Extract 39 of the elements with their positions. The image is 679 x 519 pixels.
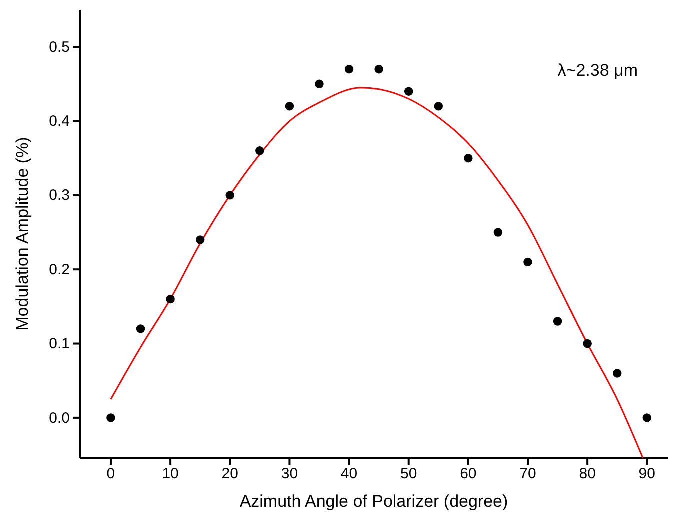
x-tick-label: 10 (162, 466, 179, 483)
point (285, 102, 294, 111)
point (166, 294, 175, 304)
y-tick-label: 0.2 (49, 261, 70, 278)
point (464, 154, 473, 163)
x-tick-label: 60 (460, 466, 477, 483)
y-tick-label: 0.1 (49, 336, 70, 353)
point (642, 414, 652, 422)
annotation: λ~2.38 μm (558, 61, 638, 80)
x-tick-label: 30 (281, 466, 298, 483)
point (256, 146, 264, 156)
point (404, 87, 414, 96)
point (494, 228, 503, 237)
x-tick-label: 50 (400, 466, 418, 483)
x-tick-label: 70 (520, 466, 536, 483)
point (226, 191, 234, 200)
x-tick-label: 0 (106, 466, 116, 483)
line-series (110, 87, 644, 459)
point (344, 64, 354, 74)
point (524, 258, 532, 267)
y-tick-label: 0.5 (49, 38, 70, 56)
point (612, 369, 622, 378)
point (434, 102, 444, 111)
y-tick-label: 0.4 (49, 113, 70, 130)
point (583, 339, 592, 348)
point (196, 236, 205, 244)
x-tick-label: 20 (222, 466, 238, 483)
x-tick-label: 90 (638, 466, 656, 483)
point (315, 80, 324, 89)
point (553, 317, 562, 326)
y-tick-label: 0.3 (49, 187, 70, 204)
x-axis-title: Azimuth Angle of Polarizer (degree) (240, 492, 508, 511)
x-tick-label: 80 (579, 466, 596, 483)
y-axis-title: Modulation Amplitude (%) (13, 137, 32, 331)
y-tick-label: 0.0 (49, 410, 70, 427)
point (374, 64, 384, 74)
x-tick-label: 40 (340, 466, 358, 483)
point (136, 324, 146, 334)
point (106, 414, 116, 422)
